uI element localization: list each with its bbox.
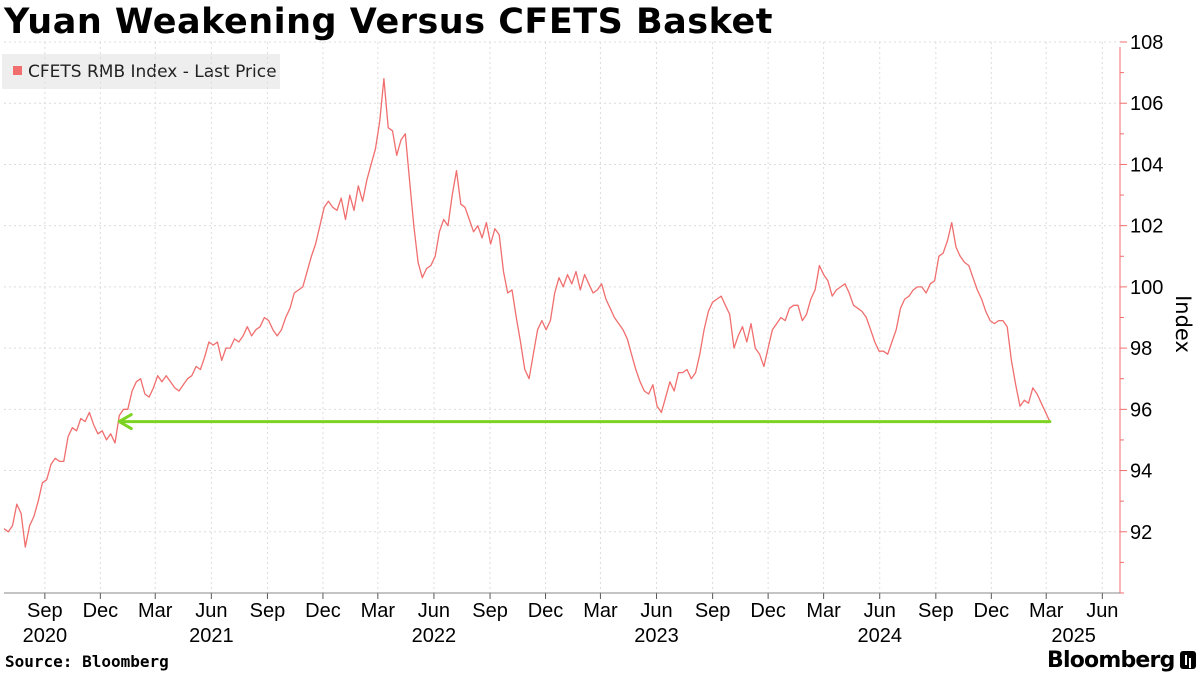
x-year-label: 2022 — [412, 625, 457, 647]
x-tick-label: Mar — [138, 600, 173, 622]
y-tick-label: 102 — [1130, 216, 1163, 238]
y-tick-label: 94 — [1130, 461, 1152, 483]
axes — [4, 41, 1127, 599]
annotation-layer — [117, 413, 1052, 431]
y-tick-label: 104 — [1130, 154, 1163, 176]
x-tick-label: Dec — [83, 600, 119, 622]
x-tick-label: Dec — [750, 600, 786, 622]
x-year-label: 2025 — [1051, 625, 1096, 647]
legend-swatch — [13, 66, 22, 75]
annotation-arrow-head — [117, 413, 133, 431]
x-tick-label: Mar — [583, 600, 618, 622]
x-tick-label: Jun — [640, 600, 672, 622]
gridlines — [4, 41, 1120, 593]
series-layer — [3, 78, 1051, 548]
tick-labels: Sep Dec Mar Jun Sep Dec Mar Jun Sep Dec Mar Jun Sep D… — [23, 32, 1195, 647]
x-year-label: 2023 — [634, 625, 679, 647]
legend-label: CFETS RMB Index - Last Price — [28, 62, 277, 82]
x-tick-label: Mar — [1029, 600, 1064, 622]
x-year-label: 2021 — [189, 625, 234, 647]
brand-chart-icon — [1180, 651, 1196, 669]
x-year-label: 2020 — [23, 625, 68, 647]
y-axis-label: Index — [1171, 295, 1195, 353]
x-tick-label: Sep — [472, 600, 508, 622]
y-tick-label: 100 — [1130, 277, 1163, 299]
y-tick-label: 92 — [1130, 522, 1152, 544]
x-tick-label: Dec — [305, 600, 341, 622]
source-note: Source: Bloomberg — [5, 652, 169, 671]
x-year-label: 2024 — [857, 625, 902, 647]
y-tick-label: 96 — [1130, 399, 1152, 421]
x-tick-label: Sep — [918, 600, 954, 622]
y-tick-label: 98 — [1130, 338, 1152, 360]
y-tick-label: 106 — [1130, 93, 1163, 115]
y-tick-label: 108 — [1130, 32, 1163, 54]
x-tick-label: Jun — [418, 600, 450, 622]
x-tick-label: Dec — [974, 600, 1010, 622]
x-tick-label: Sep — [250, 600, 286, 622]
x-tick-label: Mar — [361, 600, 396, 622]
x-tick-label: Jun — [864, 600, 896, 622]
x-tick-label: Dec — [528, 600, 564, 622]
x-tick-label: Sep — [27, 600, 63, 622]
x-tick-label: Jun — [195, 600, 227, 622]
x-tick-label: Sep — [695, 600, 731, 622]
series-line — [3, 78, 1051, 548]
legend: CFETS RMB Index - Last Price — [2, 54, 280, 89]
brand-logo: Bloomberg — [1047, 648, 1175, 673]
x-tick-label: Mar — [806, 600, 841, 622]
chart-title: Yuan Weakening Versus CFETS Basket — [4, 2, 773, 42]
x-tick-label: Jun — [1086, 600, 1118, 622]
